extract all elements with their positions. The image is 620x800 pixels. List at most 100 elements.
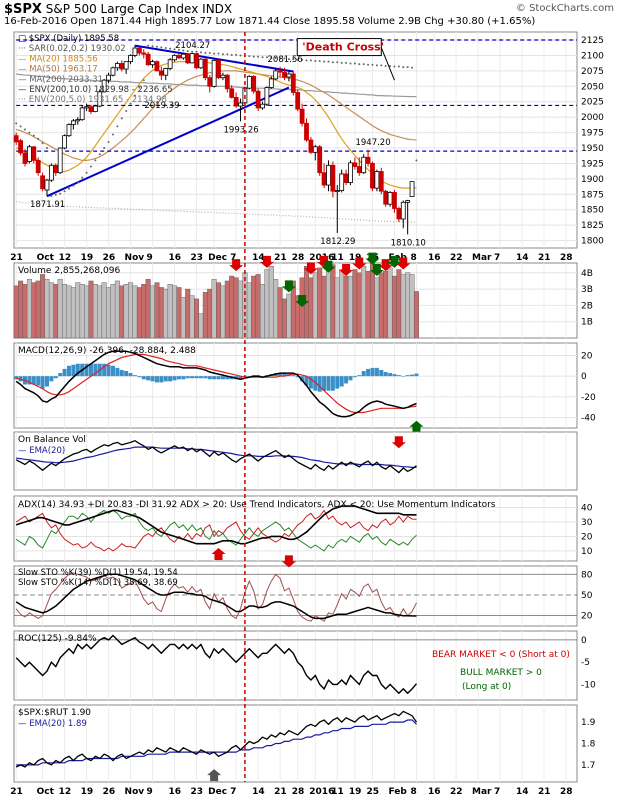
x-tick-label-bottom: 12 bbox=[59, 787, 72, 797]
macd-histogram-bar bbox=[132, 375, 137, 377]
candle-body bbox=[48, 164, 54, 181]
macd-histogram-bar bbox=[396, 375, 401, 377]
candle-body bbox=[123, 61, 129, 70]
x-tick-label-bottom: 21 bbox=[10, 787, 23, 797]
volume-bar bbox=[356, 272, 362, 339]
volume-bar bbox=[176, 287, 182, 339]
sar-dot bbox=[349, 62, 352, 65]
sar-dot bbox=[133, 94, 136, 97]
sar-dot bbox=[160, 46, 163, 49]
volume-bar bbox=[405, 272, 411, 339]
sar-dot bbox=[283, 57, 286, 60]
sar-dot bbox=[402, 66, 405, 69]
macd-histogram-bar bbox=[388, 373, 393, 377]
candle-body bbox=[158, 70, 164, 76]
candle-body bbox=[308, 139, 314, 153]
x-tick-label-bottom: Dec bbox=[208, 787, 227, 797]
x-tick-label-bottom: 2016 bbox=[309, 787, 334, 797]
volume-bar bbox=[44, 279, 50, 339]
candle-body bbox=[207, 77, 213, 87]
candle-body bbox=[154, 61, 160, 72]
legend-entry: □ $SPX (Daily) 1895.58 bbox=[18, 34, 119, 44]
volume-bar bbox=[339, 269, 345, 339]
sar-dot bbox=[371, 63, 374, 66]
sar-dot bbox=[204, 51, 207, 54]
sar-dot bbox=[257, 55, 260, 58]
bull-market-note-2: (Long at 0) bbox=[462, 682, 511, 692]
candle-body bbox=[92, 105, 98, 113]
macd-histogram-bar bbox=[313, 376, 318, 391]
volume-bar bbox=[101, 282, 107, 339]
macd-histogram-bar bbox=[110, 365, 115, 377]
y-tick-label: 20 bbox=[581, 351, 593, 361]
candle-body bbox=[26, 146, 32, 163]
volume-bar bbox=[172, 285, 178, 339]
candle-body bbox=[304, 122, 309, 141]
sar-dot bbox=[380, 64, 383, 67]
sar-dot bbox=[235, 53, 238, 56]
volume-signal-arrow bbox=[365, 252, 380, 265]
obv-signal-arrow bbox=[391, 436, 406, 449]
y-tick-label: 1.7 bbox=[581, 761, 595, 771]
sar-dot bbox=[358, 63, 361, 66]
candle-body bbox=[277, 70, 283, 73]
macd-histogram-bar bbox=[44, 376, 49, 387]
x-tick-label: 28 bbox=[292, 253, 305, 263]
volume-bar bbox=[229, 275, 235, 339]
sar-dot bbox=[151, 45, 154, 48]
x-tick-label-bottom: 9 bbox=[147, 787, 153, 797]
candle-body bbox=[66, 124, 72, 137]
y-tick-label: 50 bbox=[581, 591, 593, 601]
x-tick-label-bottom: 28 bbox=[560, 787, 573, 797]
adx-title: ADX(14) 34.93 +DI 20.83 -DI 31.92 ADX > … bbox=[18, 500, 496, 510]
sar-dot bbox=[239, 54, 242, 57]
macd-signal-line bbox=[16, 353, 417, 414]
volume-bar bbox=[180, 297, 186, 339]
macd-histogram-bar bbox=[141, 376, 146, 380]
macd-histogram-bar bbox=[330, 376, 335, 391]
sar-dot bbox=[367, 63, 370, 66]
candle-body bbox=[330, 164, 336, 192]
close-label: Close bbox=[282, 16, 311, 27]
price-panel bbox=[13, 31, 578, 249]
candle-body bbox=[216, 59, 221, 79]
x-tick-label: Oct bbox=[37, 253, 55, 263]
sar-dot bbox=[94, 159, 97, 162]
sar-dot bbox=[393, 65, 396, 68]
sar-dot bbox=[54, 193, 57, 196]
sar-dot bbox=[208, 51, 211, 54]
macd-histogram-bar bbox=[326, 376, 331, 391]
sar-dot bbox=[111, 133, 114, 136]
volume-bar bbox=[119, 285, 125, 339]
sar-dot bbox=[362, 63, 365, 66]
sar-dot bbox=[415, 159, 418, 162]
volume-bar bbox=[317, 267, 323, 339]
macd-histogram-bar bbox=[198, 376, 203, 379]
macd-histogram-bar bbox=[282, 373, 287, 377]
volume-bar bbox=[387, 267, 393, 339]
candle-body bbox=[295, 92, 301, 110]
macd-histogram-bar bbox=[71, 364, 76, 377]
macd-histogram-bar bbox=[49, 376, 54, 382]
candle-body bbox=[365, 156, 371, 164]
candle-body bbox=[229, 88, 235, 98]
sar-dot bbox=[85, 171, 88, 174]
sar-dot bbox=[59, 192, 62, 195]
obv-line bbox=[15, 439, 417, 474]
volume-bar bbox=[18, 280, 24, 339]
candle-body bbox=[202, 58, 208, 79]
candle-body bbox=[44, 179, 50, 191]
candle-body bbox=[251, 76, 257, 92]
volume-bar bbox=[255, 274, 261, 339]
macd-histogram-bar bbox=[14, 376, 19, 380]
obv-ema-legend: — EMA(20) bbox=[18, 446, 65, 456]
candle-body bbox=[176, 55, 182, 59]
volume-bar bbox=[198, 313, 204, 339]
candle-body bbox=[70, 120, 76, 125]
candle-body bbox=[343, 173, 349, 183]
x-tick-label: 8 bbox=[410, 253, 416, 263]
macd-histogram-bar bbox=[212, 376, 217, 380]
volume-signal-arrow bbox=[229, 259, 244, 272]
legend-entry: ··· ENV(200,5.0) 1931.65 - 2134.98 bbox=[18, 95, 167, 105]
sar-dot bbox=[41, 142, 44, 145]
